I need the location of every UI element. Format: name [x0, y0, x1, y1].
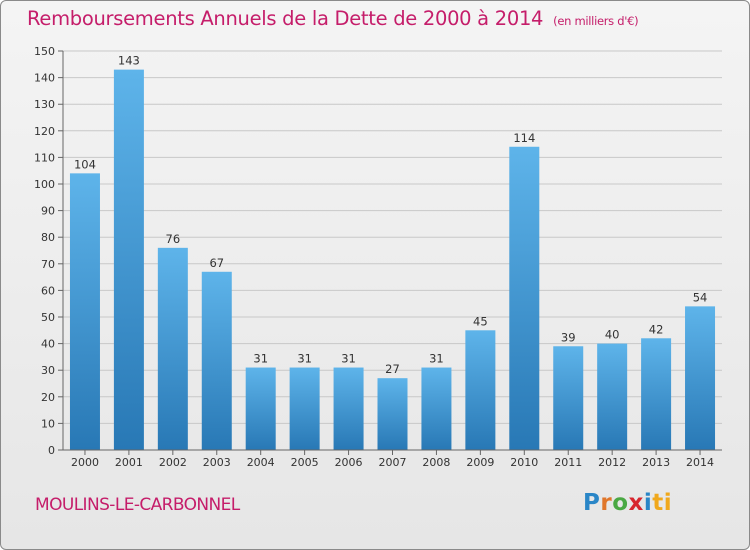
chart-title-text: Remboursements Annuels de la Dette de 20… [27, 7, 544, 30]
bar-value-label: 114 [513, 131, 535, 145]
bar [245, 367, 276, 450]
logo-letter: i [643, 490, 653, 516]
y-tick-label: 60 [41, 284, 55, 297]
y-tick-label: 100 [34, 178, 55, 191]
x-tick-label: 2011 [554, 456, 582, 469]
x-tick-label: 2005 [291, 456, 319, 469]
commune-name: MOULINS-LE-CARBONNEL [35, 495, 240, 515]
bar [597, 343, 628, 450]
bar-value-label: 39 [561, 330, 576, 344]
x-tick-label: 2014 [686, 456, 714, 469]
x-tick-label: 2008 [422, 456, 450, 469]
x-axis: 2000 2001 2002 2003 2004 2005 2006 2007 2008 2009… [63, 449, 722, 469]
logo-letter: x [628, 490, 644, 516]
y-tick-label: 70 [41, 258, 55, 271]
bar-value-label: 31 [429, 352, 444, 366]
y-tick-label: 20 [41, 391, 55, 404]
y-tick-label: 90 [41, 205, 55, 218]
bar-value-label: 67 [209, 256, 224, 270]
bar-value-label: 104 [74, 157, 96, 171]
y-tick-label: 110 [34, 151, 55, 164]
x-tick-label: 2004 [247, 456, 275, 469]
bar-value-label: 31 [297, 352, 312, 366]
x-tick-label: 2007 [379, 456, 407, 469]
bar-value-label: 31 [341, 352, 356, 366]
bar [685, 306, 716, 450]
bar [641, 338, 672, 450]
bar-value-label: 76 [166, 232, 181, 246]
bar [333, 367, 364, 450]
chart-title: Remboursements Annuels de la Dette de 20… [27, 7, 639, 30]
bar-value-label: 40 [605, 328, 620, 342]
bar [465, 330, 496, 450]
y-tick-label: 40 [41, 338, 55, 351]
y-tick-label: 140 [34, 72, 55, 85]
y-tick-label: 30 [41, 364, 55, 377]
bar-value-label: 31 [253, 352, 268, 366]
x-tick-label: 2013 [642, 456, 670, 469]
bar-value-label: 42 [649, 322, 664, 336]
x-tick-label: 2006 [335, 456, 363, 469]
y-tick-label: 0 [48, 444, 55, 457]
bars: 104 143 76 67 31 31 31 27 31 45 114 39 40 42 54 [69, 54, 716, 451]
bar [157, 247, 188, 450]
logo-letter: ti [652, 490, 673, 516]
bar-value-label: 54 [693, 290, 708, 304]
bar [377, 378, 408, 450]
y-tick-label: 80 [41, 231, 55, 244]
bar [201, 271, 232, 450]
x-tick-label: 2001 [115, 456, 143, 469]
x-tick-label: 2002 [159, 456, 187, 469]
bar [509, 146, 540, 450]
bar-value-label: 45 [473, 314, 488, 328]
bar [421, 367, 452, 450]
bar [553, 346, 584, 450]
bar [69, 173, 100, 451]
bar-value-label: 27 [385, 362, 400, 376]
logo-letter: r [600, 490, 613, 516]
x-tick-label: 2010 [510, 456, 538, 469]
x-tick-label: 2012 [598, 456, 626, 469]
x-tick-label: 2000 [71, 456, 99, 469]
chart-subtitle: (en milliers d'€) [553, 14, 639, 28]
logo-letter: o [612, 490, 629, 516]
logo-letter: P [583, 490, 601, 516]
y-tick-label: 120 [34, 125, 55, 138]
y-tick-label: 130 [34, 98, 55, 111]
y-tick-label: 150 [34, 45, 55, 58]
x-tick-label: 2003 [203, 456, 231, 469]
proxiti-logo[interactable]: Proxiti [583, 490, 672, 516]
bar [113, 69, 144, 451]
y-tick-label: 50 [41, 311, 55, 324]
y-tick-label: 10 [41, 417, 55, 430]
y-axis: 0 10 20 30 40 50 60 70 80 90 100 110 120 130 140 150 [34, 45, 64, 457]
bar [289, 367, 320, 450]
x-tick-label: 2009 [466, 456, 494, 469]
bar-value-label: 143 [118, 54, 140, 68]
